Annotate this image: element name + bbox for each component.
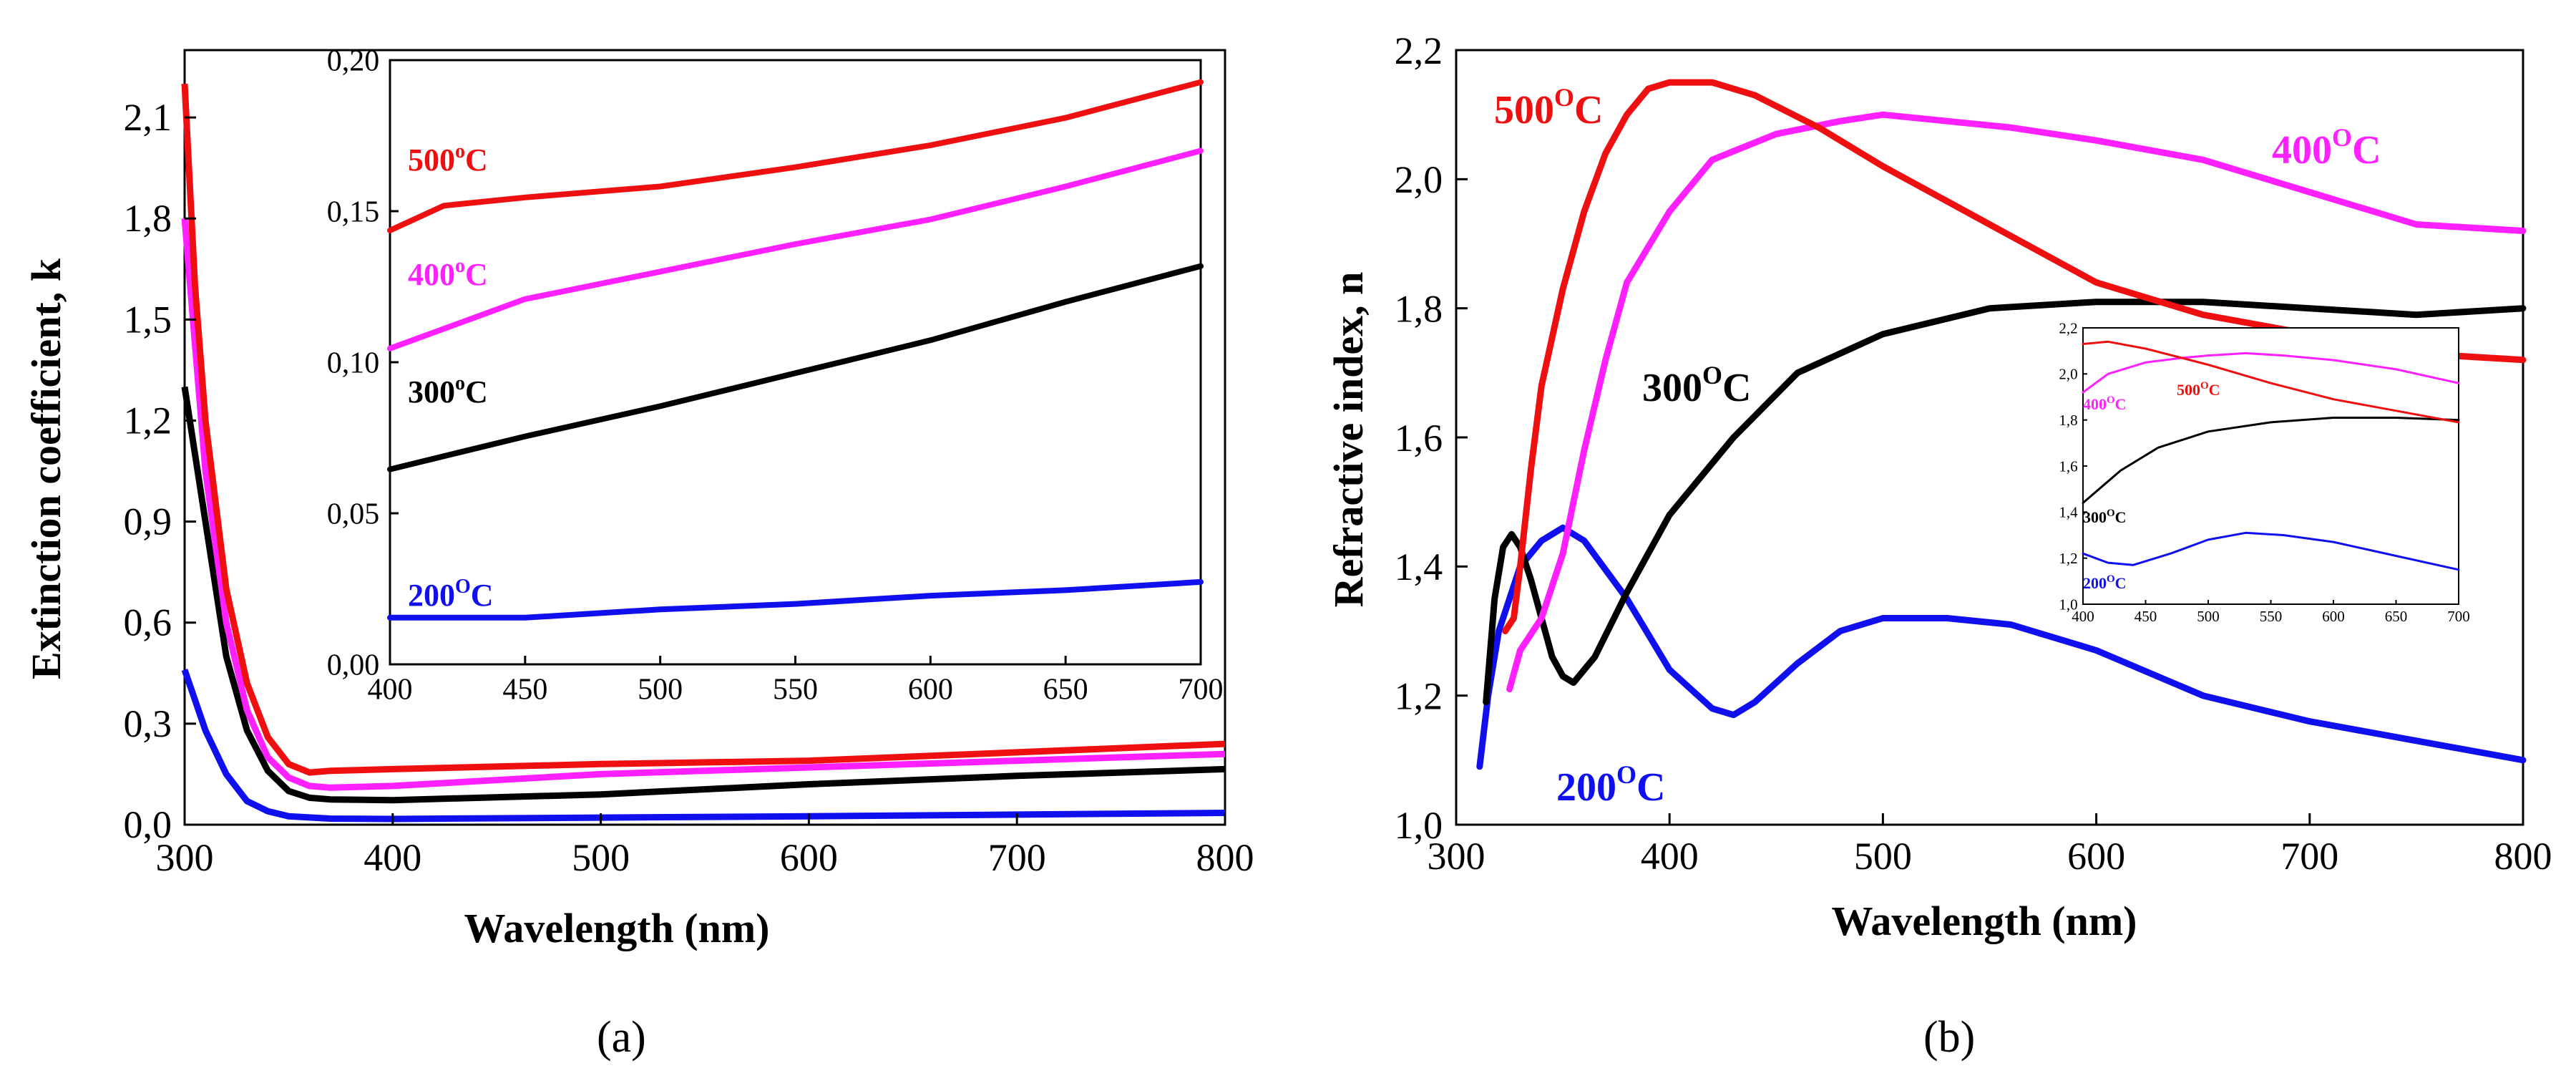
- label-b-inset-300C: 300OC: [2083, 508, 2127, 526]
- y-tick-label: 1,5: [124, 298, 172, 341]
- series-line-400: [2082, 351, 2460, 394]
- y-tick-label: 2,0: [1395, 158, 1443, 201]
- x-tick-label: 700: [988, 836, 1046, 879]
- x-tick-label: 700: [2280, 835, 2338, 878]
- label-b-inset-200C: 200OC: [2083, 573, 2127, 592]
- label-b-200C: 200OC: [1556, 760, 1665, 810]
- x-tick-label: 500: [2197, 608, 2220, 625]
- plot-frame: [389, 59, 1202, 666]
- y-tick-label: 1,4: [2059, 504, 2078, 521]
- y-tick-label: 0,05: [327, 498, 380, 531]
- x-tick-label: 500: [1854, 835, 1912, 878]
- series-line-200: [1476, 524, 2527, 770]
- x-tick-label: 450: [502, 673, 547, 706]
- x-tick-label: 800: [1196, 836, 1254, 879]
- x-tick-label: 550: [773, 673, 818, 706]
- x-tick-label: 400: [368, 673, 413, 706]
- series-line-2: [181, 218, 1226, 791]
- x-tick-label: 300: [156, 836, 214, 879]
- x-tick-label: 700: [1179, 673, 1224, 706]
- x-tick-label: 450: [2135, 608, 2157, 625]
- chart-a-ylabel: Extinction coefficient, k: [23, 258, 69, 679]
- series-line-500: [387, 79, 1204, 233]
- label-b-inset-500C: 500OC: [2177, 380, 2220, 399]
- y-tick-label: 0,6: [124, 601, 172, 644]
- y-tick-label: 1,0: [2059, 596, 2077, 613]
- x-tick-label: 700: [2447, 608, 2470, 625]
- x-tick-label: 650: [1043, 673, 1088, 706]
- label-a-200C: 200OC: [408, 576, 494, 613]
- label-a-500C: 500oC: [408, 140, 488, 178]
- x-tick-label: 600: [780, 836, 838, 879]
- x-tick-label: 400: [364, 836, 421, 879]
- y-tick-label: 1,2: [2059, 550, 2077, 567]
- series-line-200: [387, 578, 1204, 621]
- y-tick-label: 2,2: [1395, 29, 1443, 72]
- label-b-inset-400C: 400OC: [2083, 394, 2127, 413]
- plot-frame: [2082, 327, 2459, 605]
- y-tick-label: 0,9: [124, 500, 172, 543]
- x-tick-label: 500: [638, 673, 683, 706]
- x-tick-label: 500: [572, 836, 630, 879]
- series-line-1: [181, 386, 1226, 804]
- x-tick-label: 400: [1641, 835, 1699, 878]
- y-tick-label: 1,8: [2059, 412, 2077, 429]
- y-tick-label: 2,2: [2059, 319, 2077, 336]
- x-tick-label: 600: [908, 673, 953, 706]
- series-line-400: [387, 147, 1204, 351]
- x-tick-label: 600: [2067, 835, 2125, 878]
- chart-a-inset: 400 450 500 550 600 650 700 0,00 0,05 0,10 0,15 0,2…: [327, 45, 1224, 707]
- series-line-0: [181, 669, 1226, 823]
- y-tick-label: 0,00: [327, 649, 380, 682]
- x-tick-label: 400: [2072, 608, 2094, 625]
- y-tick-label: 1,4: [1395, 546, 1443, 588]
- y-tick-label: 0,15: [327, 196, 380, 229]
- chart-b-ylabel: Refractive index, n: [1325, 272, 1372, 608]
- chart-b-inset: 400 450 500 550 600 650 700 1,0 1,2 1,4 1,6 1,8 2,0 2…: [2059, 319, 2469, 625]
- x-tick-label: 550: [2260, 608, 2283, 625]
- x-tick-label: 600: [2322, 608, 2345, 625]
- y-tick-label: 1,2: [124, 399, 172, 442]
- chart-b-xlabel: Wavelength (nm): [1832, 898, 2137, 944]
- y-tick-label: 0,10: [327, 347, 380, 380]
- y-tick-label: 2,0: [2059, 366, 2077, 383]
- label-a-400C: 400oC: [408, 255, 488, 292]
- label-b-500C: 500OC: [1494, 83, 1603, 132]
- panel-label-b: (b): [1923, 1013, 1976, 1062]
- series-line-300: [387, 263, 1204, 472]
- y-tick-label: 0,0: [124, 803, 172, 846]
- series-line-200: [2082, 531, 2460, 571]
- series-line-500: [2082, 340, 2460, 424]
- y-tick-label: 1,2: [1395, 675, 1443, 718]
- label-a-300C: 300oC: [408, 372, 488, 409]
- series-line-400: [1506, 111, 2527, 693]
- x-tick-label: 650: [2385, 608, 2408, 625]
- label-b-400C: 400OC: [2272, 123, 2381, 173]
- y-tick-label: 1,8: [1395, 288, 1443, 331]
- series-line-300: [2082, 417, 2460, 504]
- y-tick-label: 2,1: [124, 96, 172, 139]
- y-tick-label: 0,20: [327, 45, 380, 78]
- panel-label-a: (a): [597, 1013, 646, 1062]
- chart-a-xlabel: Wavelength (nm): [464, 905, 770, 951]
- y-tick-label: 0,3: [124, 702, 172, 745]
- y-tick-label: 1,6: [1395, 417, 1443, 460]
- x-tick-label: 300: [1428, 835, 1485, 878]
- series-line-3: [181, 83, 1226, 776]
- y-tick-label: 1,0: [1395, 804, 1443, 847]
- x-tick-label: 800: [2494, 835, 2552, 878]
- y-tick-label: 1,6: [2059, 457, 2077, 475]
- label-b-300C: 300OC: [1642, 361, 1751, 410]
- series-line-500: [1502, 79, 2527, 634]
- y-tick-label: 1,8: [124, 197, 172, 240]
